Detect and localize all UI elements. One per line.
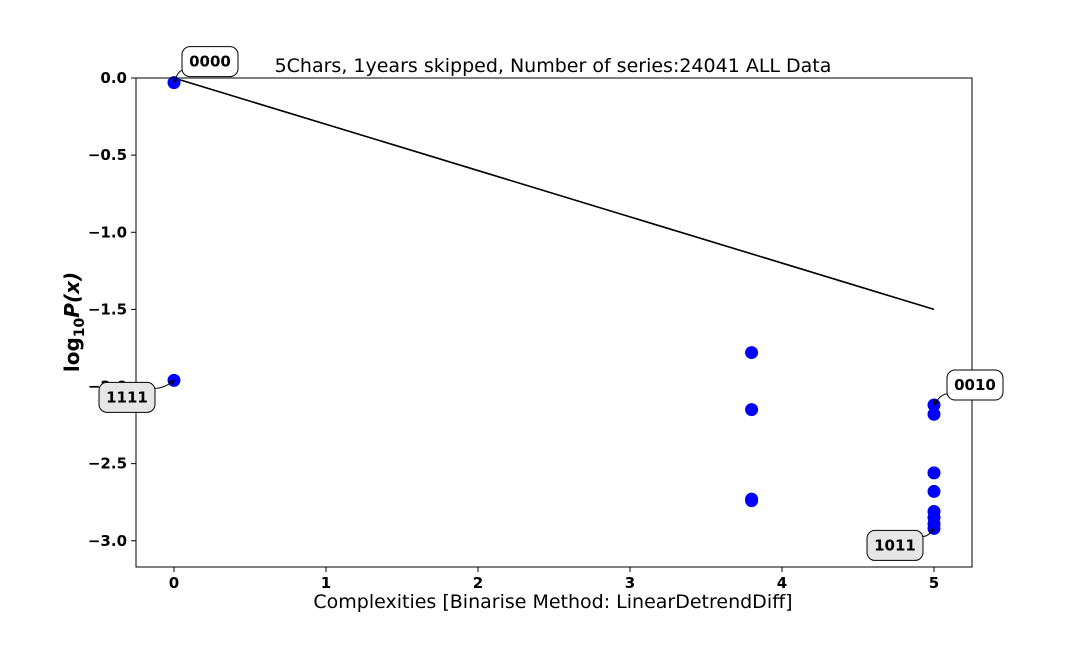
y-tick-label: −2.5: [88, 455, 127, 473]
y-tick-label: −3.0: [88, 532, 127, 550]
trend-line: [173, 77, 935, 311]
annotation-label: 0010: [954, 376, 996, 394]
y-tick-label: −0.5: [88, 146, 127, 164]
x-tick-label: 0: [169, 574, 179, 592]
annotation-0000: 0000: [172, 46, 239, 84]
point-layer: [167, 76, 941, 535]
data-point: [927, 466, 941, 480]
x-tick-label: 2: [473, 574, 483, 592]
annotation-arrowhead: [168, 379, 175, 387]
chart-title: 5Chars, 1years skipped, Number of series…: [275, 55, 832, 77]
annotation-label: 0000: [189, 53, 231, 71]
x-tick-label: 5: [929, 574, 939, 592]
y-axis-label-main: log: [60, 337, 84, 372]
y-tick-label: 0.0: [100, 69, 127, 87]
annotation-arrowhead: [928, 527, 935, 535]
annotation-arrow: [922, 528, 935, 537]
annotation-arrow: [154, 379, 175, 389]
annotation-box: [866, 529, 924, 561]
annotation-0010: 0010: [933, 369, 1004, 407]
y-tick-label: −1.0: [88, 223, 127, 241]
data-point: [927, 484, 941, 498]
annotation-box: [98, 381, 156, 413]
data-point: [745, 494, 759, 508]
data-point: [927, 407, 941, 421]
data-point: [745, 403, 759, 417]
x-tick-label: 3: [625, 574, 635, 592]
x-axis-ticks: 0 1 2 3 4 5: [169, 567, 939, 592]
annotation-layer: 0000 1111 0010 1011: [98, 46, 1004, 561]
trend-layer: [173, 77, 935, 311]
annotation-box: [181, 46, 239, 78]
y-axis-label-tail: P(x): [60, 272, 84, 318]
annotation-1011: 1011: [866, 527, 935, 561]
y-tick-label: −1.5: [88, 300, 127, 318]
data-point: [745, 346, 759, 360]
y-axis-label-sub: 10: [72, 317, 88, 337]
x-tick-label: 1: [321, 574, 331, 592]
annotation-box: [946, 369, 1004, 401]
annotation-1111: 1111: [98, 379, 175, 413]
y-axis-label: log10P(x): [60, 272, 88, 372]
annotation-label: 1111: [106, 388, 148, 406]
annotation-arrowhead: [172, 76, 179, 84]
annotation-arrow: [173, 70, 183, 83]
annotation-label: 1011: [874, 536, 916, 554]
x-tick-label: 4: [777, 574, 787, 592]
annotation-arrow: [933, 393, 948, 406]
plot-frame: [135, 77, 973, 568]
y-axis-ticks: 0.0−0.5−1.0−1.5−2.0−2.5−3.0: [88, 69, 136, 550]
annotation-arrowhead: [933, 399, 940, 407]
x-axis-label: Complexities [Binarise Method: LinearDet…: [313, 591, 792, 613]
